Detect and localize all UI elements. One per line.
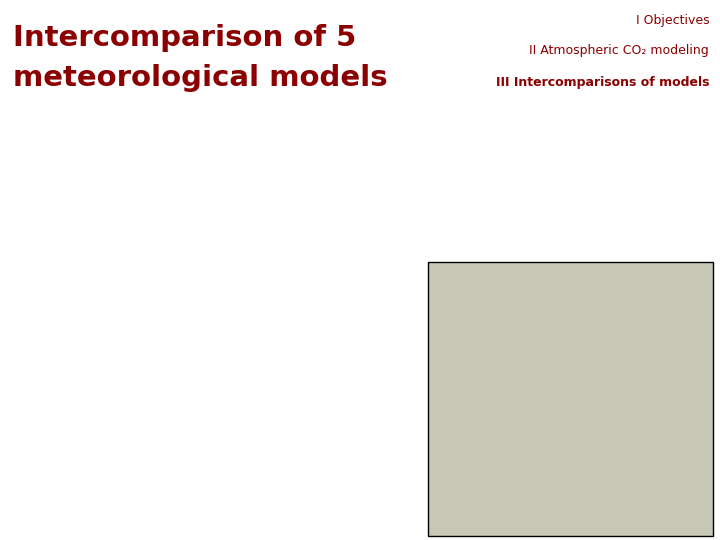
Text: III Intercomparisons of models: III Intercomparisons of models	[495, 76, 709, 89]
Text: 2 golden days of the CERES: 2 golden days of the CERES	[22, 292, 270, 307]
Text: ►  Land cover by the Ecoclimap: ► Land cover by the Ecoclimap	[9, 212, 264, 227]
Text: Intercomparison of 5: Intercomparison of 5	[13, 24, 356, 52]
Text: ►  Domain of simulation at 2km resolution: ► Domain of simulation at 2km resolution	[9, 158, 349, 173]
Text: Participation of 5 models: RAMS from Amsterdam Vrije Univ., RAMS: Participation of 5 models: RAMS from Ams…	[9, 110, 549, 125]
Text: meteorological models: meteorological models	[13, 64, 387, 92]
Text: ►CO₂ anthropogenic emissions at 10 km: ►CO₂ anthropogenic emissions at 10 km	[9, 260, 333, 275]
Text: I Objectives: I Objectives	[636, 14, 709, 27]
Text: ►: ►	[9, 292, 26, 307]
FancyBboxPatch shape	[428, 262, 713, 536]
Text: II Atmospheric CO₂ modeling: II Atmospheric CO₂ modeling	[529, 44, 709, 57]
Text: ►  Initialization and lateral boundaries forcing for meteorological and: ► Initialization and lateral boundaries …	[9, 174, 564, 189]
Text: Experimental Protocol: Experimental Protocol	[9, 143, 210, 157]
Text: surface variables  with ECMWF model: surface variables with ECMWF model	[9, 190, 311, 205]
Text: campaign: may-27 and june-06 2005: campaign: may-27 and june-06 2005	[9, 307, 307, 322]
Text: database including 61 surface classes,: database including 61 surface classes,	[9, 228, 320, 243]
Text: summer crops/winter crops: summer crops/winter crops	[9, 244, 228, 259]
Text: resolution from Stuttgart Univ.: resolution from Stuttgart Univ.	[9, 276, 253, 291]
Text: agreed on:: agreed on:	[153, 143, 246, 157]
Text: from Alterra, RAMS from CEAM, WRF from MPI, Meso-NH from CNRM: from Alterra, RAMS from CEAM, WRF from M…	[9, 126, 557, 141]
